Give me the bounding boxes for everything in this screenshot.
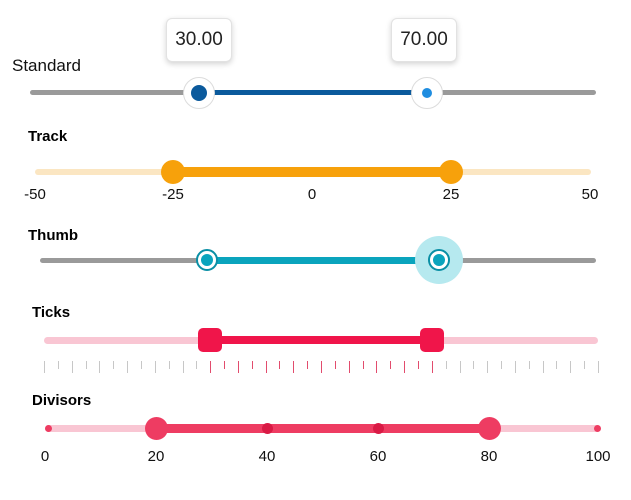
track-label-min: -50 [24, 186, 46, 203]
divisor-dot-0 [45, 425, 52, 432]
tick-mark [556, 361, 557, 369]
track-title: Track [28, 128, 68, 145]
standard-title: Standard [12, 56, 81, 75]
tick-mark [376, 361, 377, 373]
tick-mark [86, 361, 87, 369]
ticks-end-thumb[interactable] [420, 328, 444, 352]
divisor-dot-60 [373, 423, 384, 434]
track-start-thumb[interactable] [161, 160, 185, 184]
standard-active-track [199, 90, 427, 95]
track-label-max: 50 [581, 186, 599, 203]
thumb-end-thumb-inner [433, 254, 445, 266]
tick-mark [529, 361, 530, 369]
standard-start-thumb-inner [191, 85, 207, 101]
standard-end-thumb-inner [422, 88, 432, 98]
tick-mark [169, 361, 170, 369]
divisors-label-0: 0 [40, 448, 50, 465]
thumb-active-track [207, 257, 440, 264]
tick-mark [584, 361, 585, 369]
tick-mark [155, 361, 156, 373]
divisors-start-thumb[interactable] [145, 417, 168, 440]
tick-mark [349, 361, 350, 373]
tick-mark [279, 361, 280, 369]
tick-mark [487, 361, 488, 373]
divisor-dot-100 [594, 425, 601, 432]
divisors-active-track [156, 424, 489, 433]
tick-mark [335, 361, 336, 369]
track-label-start: -25 [162, 186, 184, 203]
start-value-tooltip: 30.00 [166, 18, 232, 62]
track-end-thumb[interactable] [439, 160, 463, 184]
track-label-center: 0 [307, 186, 317, 203]
tick-mark [570, 361, 571, 373]
divisors-label-60: 60 [369, 448, 387, 465]
tick-mark [224, 361, 225, 369]
end-value-tooltip: 70.00 [391, 18, 457, 62]
tick-mark [501, 361, 502, 369]
ticks-active-track [210, 336, 432, 344]
tick-mark [446, 361, 447, 369]
tick-mark [238, 361, 239, 373]
ticks-title: Ticks [32, 304, 71, 321]
divisors-label-20: 20 [147, 448, 165, 465]
tick-mark [363, 361, 364, 369]
tick-mark [58, 361, 59, 369]
divisor-dot-40 [262, 423, 273, 434]
tick-mark [543, 361, 544, 373]
divisors-label-80: 80 [480, 448, 498, 465]
track-label-end: 25 [442, 186, 460, 203]
divisors-label-40: 40 [258, 448, 276, 465]
tick-mark [460, 361, 461, 373]
standard-end-thumb[interactable] [411, 77, 443, 109]
thumb-start-thumb[interactable] [196, 249, 218, 271]
track-active-track [173, 167, 451, 177]
tick-mark [515, 361, 516, 373]
divisors-end-thumb[interactable] [478, 417, 501, 440]
standard-start-thumb[interactable] [183, 77, 215, 109]
ticks-start-thumb[interactable] [198, 328, 222, 352]
tick-mark [293, 361, 294, 373]
tick-mark [418, 361, 419, 369]
tick-mark [266, 361, 267, 373]
tick-mark [404, 361, 405, 373]
thumb-title: Thumb [28, 227, 78, 244]
tick-mark [99, 361, 100, 373]
tick-mark [252, 361, 253, 369]
tick-mark [321, 361, 322, 373]
thumb-start-thumb-inner [201, 254, 213, 266]
tick-mark [183, 361, 184, 373]
tick-mark [141, 361, 142, 369]
tick-mark [598, 361, 599, 373]
tick-mark [432, 361, 433, 373]
tick-mark [196, 361, 197, 369]
tick-mark [210, 361, 211, 373]
tick-mark [390, 361, 391, 369]
divisors-label-100: 100 [585, 448, 611, 465]
tick-mark [44, 361, 45, 373]
divisors-title: Divisors [32, 392, 92, 409]
tick-mark [307, 361, 308, 369]
tick-mark [72, 361, 73, 373]
tick-mark [473, 361, 474, 369]
thumb-end-thumb[interactable] [428, 249, 450, 271]
tick-mark [113, 361, 114, 369]
tick-mark [127, 361, 128, 373]
